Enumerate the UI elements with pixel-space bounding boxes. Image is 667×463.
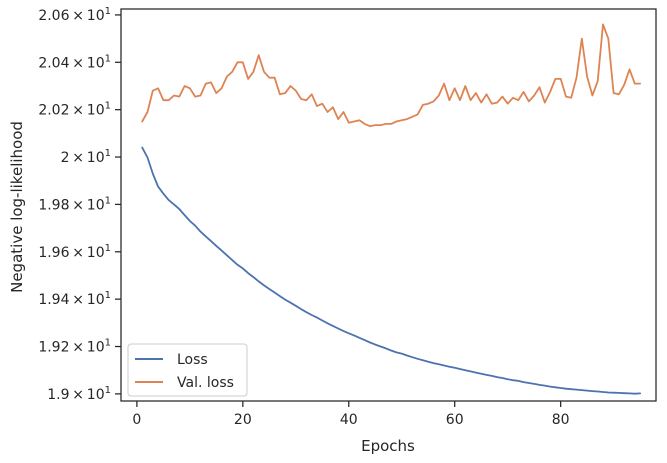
x-axis-ticks: 0 20 40 60 80 [132,401,570,428]
series-line-loss [141,146,641,395]
plot-lines [141,23,641,395]
y-tick-label: 1.9 × 101 [47,385,111,403]
x-tick-label: 0 [132,412,141,428]
series-line-val-loss [141,23,641,128]
x-axis-label: Epochs [361,437,415,455]
y-tick-label: 2.06 × 101 [38,6,111,24]
legend: Loss Val. loss [127,343,248,397]
y-tick-label: 1.98 × 101 [38,195,111,213]
x-tick-label: 20 [234,412,252,428]
y-tick-label: 1.92 × 101 [38,338,111,356]
plot-frame [120,8,657,402]
legend-label-loss: Loss [177,352,208,368]
legend-label-val-loss: Val. loss [177,375,234,391]
y-tick-label: 2 × 101 [61,148,111,166]
y-axis-label: Negative log-likelihood [8,121,26,293]
x-tick-label: 80 [552,412,570,428]
x-tick-label: 40 [340,412,358,428]
y-tick-label: 2.04 × 101 [38,53,111,71]
y-tick-label: 1.94 × 101 [38,290,111,308]
y-tick-label: 2.02 × 101 [38,101,111,119]
y-axis-ticks: 1.9 × 101 1.92 × 101 1.94 × 101 1.96 × 101 1… [38,6,121,403]
y-tick-label: 1.96 × 101 [38,243,111,261]
x-tick-label: 60 [446,412,464,428]
